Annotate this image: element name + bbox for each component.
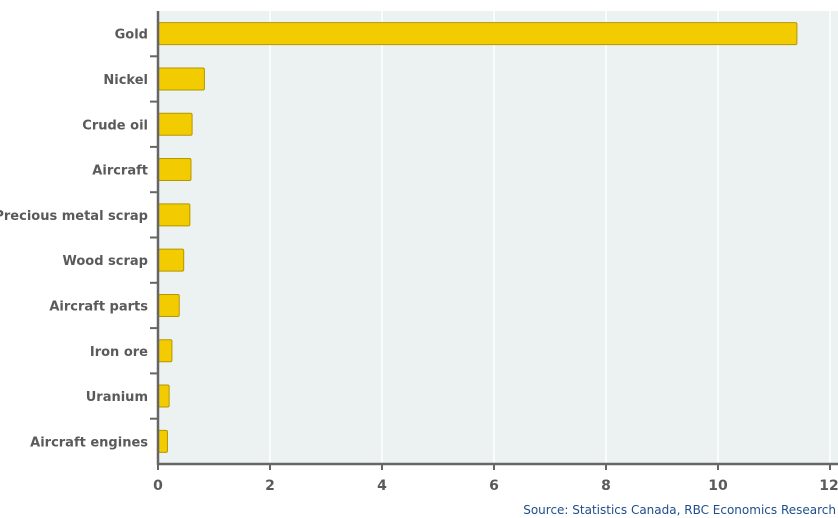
category-label: Aircraft parts: [49, 299, 148, 314]
bar: [158, 22, 798, 46]
bar: [158, 112, 193, 136]
bar: [158, 384, 170, 408]
category-label: Nickel: [103, 73, 148, 88]
category-label: Wood scrap: [62, 254, 148, 269]
x-tick-label: 4: [377, 478, 387, 494]
x-tick-label: 0: [153, 478, 163, 494]
category-label: Uranium: [86, 390, 148, 405]
x-tick-label: 8: [601, 478, 611, 494]
x-tick-label: 12: [819, 478, 838, 494]
category-label: Aircraft: [92, 164, 148, 179]
x-tick-label: 10: [708, 478, 728, 494]
gridlines: [269, 11, 831, 464]
x-tick-label: 2: [265, 478, 275, 494]
x-tick-label: 6: [489, 478, 499, 494]
category-label: Precious metal scrap: [0, 209, 148, 224]
bar: [158, 293, 180, 317]
category-labels: Gold Nickel Crude oil Aircraft Precious meta…: [0, 28, 148, 451]
category-label: Crude oil: [82, 118, 148, 133]
bar: [158, 429, 168, 453]
bar: [158, 67, 205, 91]
bar: [158, 339, 173, 363]
category-label: Iron ore: [90, 345, 148, 360]
bar: [158, 203, 191, 227]
x-tick-labels: 0 2 4 6 8 10 12: [153, 478, 838, 494]
axes: [150, 11, 838, 470]
bar: [158, 158, 192, 182]
bar: [158, 248, 185, 272]
source-note: Source: Statistics Canada, RBC Economics…: [523, 503, 836, 517]
category-label: Aircraft engines: [30, 435, 148, 450]
category-label: Gold: [115, 28, 148, 43]
plot-area: [158, 11, 838, 464]
